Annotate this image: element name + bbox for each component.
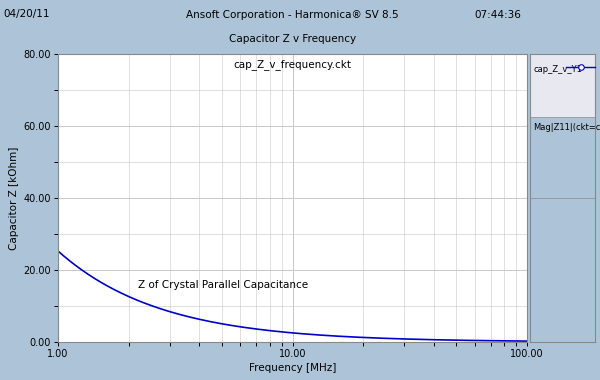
Y-axis label: Capacitor Z [kOhm]: Capacitor Z [kOhm] (9, 146, 19, 250)
Text: Mag|Z11|(ckt=cap_Z: Mag|Z11|(ckt=cap_Z (533, 123, 600, 132)
Text: 07:44:36: 07:44:36 (474, 10, 521, 19)
Text: Ansoft Corporation - Harmonica® SV 8.5: Ansoft Corporation - Harmonica® SV 8.5 (186, 10, 399, 19)
Text: Capacitor Z v Frequency: Capacitor Z v Frequency (229, 34, 356, 44)
Text: Z of Crystal Parallel Capacitance: Z of Crystal Parallel Capacitance (138, 280, 308, 290)
Text: 04/20/11: 04/20/11 (3, 10, 49, 19)
X-axis label: Frequency [MHz]: Frequency [MHz] (249, 363, 336, 373)
Text: cap_Z_v_Y1: cap_Z_v_Y1 (533, 65, 582, 74)
Text: cap_Z_v_frequency.ckt: cap_Z_v_frequency.ckt (233, 59, 352, 70)
